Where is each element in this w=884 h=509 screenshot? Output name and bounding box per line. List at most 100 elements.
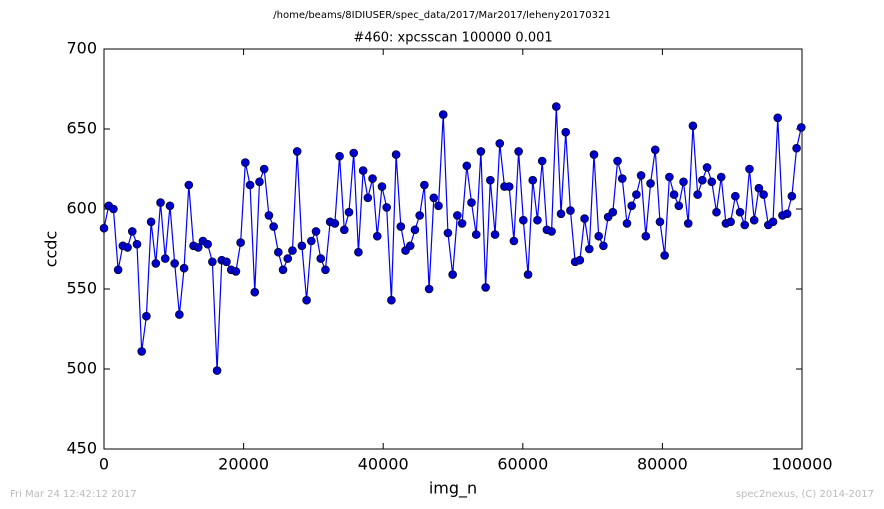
x-tick-label: 0 bbox=[99, 455, 109, 474]
data-point bbox=[768, 217, 778, 227]
data-point bbox=[311, 227, 321, 236]
data-point bbox=[208, 257, 217, 267]
data-point bbox=[241, 158, 250, 167]
data-point bbox=[622, 219, 632, 228]
data-point bbox=[368, 174, 377, 183]
data-point bbox=[231, 267, 241, 276]
data-point bbox=[641, 231, 651, 241]
data-point bbox=[292, 147, 302, 156]
data-point bbox=[307, 236, 316, 246]
data-point bbox=[415, 211, 424, 220]
data-point bbox=[495, 139, 505, 148]
data-point bbox=[787, 191, 797, 201]
data-point bbox=[420, 180, 429, 190]
data-point bbox=[467, 198, 476, 207]
data-point bbox=[330, 219, 340, 228]
data-point bbox=[636, 171, 646, 180]
data-point bbox=[245, 180, 255, 190]
data-point bbox=[222, 257, 231, 267]
data-point bbox=[754, 183, 764, 193]
data-point bbox=[283, 254, 293, 263]
data-point bbox=[584, 244, 594, 254]
data-point bbox=[349, 148, 359, 158]
data-point bbox=[707, 177, 717, 187]
data-point bbox=[132, 239, 142, 249]
data-point bbox=[486, 175, 495, 185]
data-point bbox=[212, 366, 222, 375]
data-point bbox=[556, 209, 566, 219]
data-point bbox=[650, 145, 660, 155]
data-point bbox=[302, 295, 311, 305]
data-point bbox=[113, 265, 123, 275]
data-point bbox=[613, 156, 622, 166]
data-point bbox=[236, 238, 245, 247]
data-point bbox=[481, 283, 490, 292]
x-tick-label: 80000 bbox=[637, 455, 688, 474]
data-point bbox=[269, 222, 278, 231]
data-point bbox=[594, 231, 604, 241]
data-point bbox=[453, 211, 462, 220]
data-point bbox=[514, 147, 523, 156]
x-tick-label: 100000 bbox=[771, 455, 832, 474]
y-tick-label: 650 bbox=[66, 119, 97, 138]
data-point bbox=[608, 207, 618, 217]
data-point bbox=[316, 254, 326, 263]
data-point bbox=[523, 270, 533, 279]
data-point bbox=[627, 201, 636, 211]
data-line bbox=[103, 106, 802, 371]
data-point bbox=[429, 193, 439, 203]
data-point bbox=[660, 251, 669, 260]
data-point bbox=[297, 241, 307, 251]
x-tick-label: 20000 bbox=[218, 455, 269, 474]
data-point bbox=[702, 163, 712, 172]
y-tick-label: 700 bbox=[66, 39, 97, 58]
data-point bbox=[278, 265, 288, 275]
data-point bbox=[749, 215, 759, 225]
data-point bbox=[792, 143, 801, 153]
data-point bbox=[589, 150, 599, 159]
data-point bbox=[438, 110, 448, 119]
data-point bbox=[99, 223, 109, 233]
data-point bbox=[137, 347, 146, 356]
data-point bbox=[339, 225, 349, 235]
data-point bbox=[142, 311, 151, 321]
y-tick-label: 500 bbox=[66, 359, 97, 378]
y-axis-label: ccdc bbox=[42, 231, 61, 268]
data-point bbox=[797, 123, 806, 132]
data-point bbox=[759, 190, 768, 199]
data-point bbox=[354, 247, 363, 257]
data-point bbox=[693, 190, 702, 199]
data-point bbox=[156, 198, 165, 207]
data-point bbox=[580, 214, 589, 223]
y-tick-label: 600 bbox=[66, 199, 97, 218]
data-point bbox=[335, 151, 344, 161]
data-point bbox=[175, 310, 184, 319]
x-axis-label: img_n bbox=[429, 479, 477, 499]
data-point bbox=[617, 174, 627, 183]
data-point bbox=[259, 164, 269, 174]
chart-title: #460: xpcsscan 100000 0.001 bbox=[353, 31, 552, 46]
data-point bbox=[424, 284, 434, 294]
data-point bbox=[391, 150, 401, 159]
data-point bbox=[387, 295, 396, 305]
data-point bbox=[735, 207, 745, 217]
data-point bbox=[519, 215, 528, 225]
footer-right: spec2nexus, (C) 2014-2017 bbox=[736, 489, 874, 500]
data-point bbox=[561, 127, 571, 137]
footer-left: Fri Mar 24 12:42:12 2017 bbox=[10, 489, 137, 500]
data-point bbox=[160, 254, 170, 263]
data-point bbox=[537, 156, 547, 166]
data-point bbox=[123, 243, 132, 252]
data-point bbox=[179, 263, 189, 273]
data-point bbox=[443, 228, 453, 238]
data-point bbox=[716, 172, 726, 182]
y-tick-label: 550 bbox=[66, 279, 97, 298]
data-point bbox=[632, 190, 641, 199]
data-point bbox=[552, 102, 561, 111]
data-point bbox=[321, 265, 330, 275]
data-point bbox=[377, 182, 387, 191]
data-point bbox=[490, 230, 500, 239]
data-point bbox=[255, 177, 264, 187]
data-point bbox=[448, 270, 457, 279]
